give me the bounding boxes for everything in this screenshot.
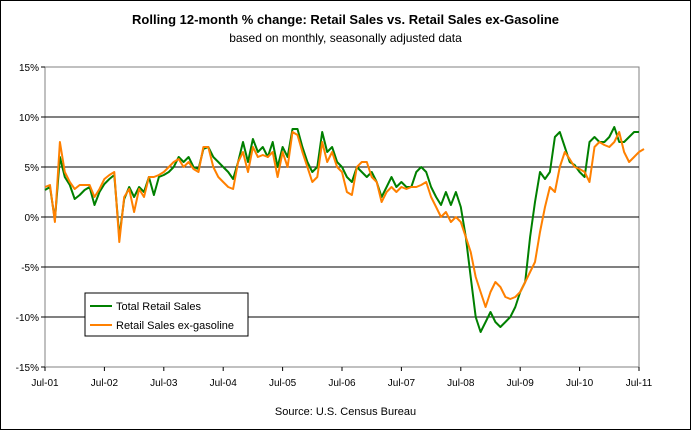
series-line-total-retail-sales	[44, 126, 639, 333]
chart-source: Source: U.S. Census Bureau	[274, 406, 417, 418]
x-tick-label: Jul-06	[328, 378, 356, 389]
x-tick-label: Jul-11	[626, 378, 653, 389]
series-layer	[44, 126, 645, 333]
legend-box	[84, 292, 249, 337]
y-tick-label: 5%	[25, 163, 40, 174]
legend: Total Retail Sales Retail Sales ex-gasol…	[84, 292, 249, 337]
series-line-retail-sales-ex-gasoline	[44, 131, 645, 308]
chart-title: Rolling 12-month % change: Retail Sales …	[132, 12, 559, 27]
x-tick-label: Jul-09	[507, 378, 535, 389]
y-tick-label: 0%	[25, 213, 40, 224]
x-tick-label: Jul-01	[31, 378, 59, 389]
x-tick-label: Jul-02	[91, 378, 119, 389]
chart-subtitle: based on monthly, seasonally adjusted da…	[229, 31, 462, 45]
x-tick-label: Jul-10	[566, 378, 594, 389]
x-tick-label: Jul-03	[150, 378, 178, 389]
legend-label-retail-sales-ex-gasoline: Retail Sales ex-gasoline	[116, 320, 234, 332]
y-tick-label: -5%	[21, 263, 39, 274]
x-axis: Jul-01 Jul-02 Jul-03 Jul-04 Jul-05 Jul-06 Jul-…	[31, 367, 653, 389]
y-tick-label: 10%	[19, 113, 39, 124]
x-tick-label: Jul-05	[269, 378, 297, 389]
x-tick-label: Jul-04	[210, 378, 238, 389]
y-tick-label: -10%	[16, 313, 39, 324]
x-tick-label: Jul-08	[447, 378, 475, 389]
legend-label-total-retail-sales: Total Retail Sales	[116, 301, 201, 313]
y-tick-label: 15%	[19, 63, 39, 74]
y-tick-label: -15%	[16, 363, 39, 374]
y-axis: 15% 10% 5% 0% -5% -10% -15%	[16, 63, 45, 374]
x-tick-label: Jul-07	[388, 378, 416, 389]
